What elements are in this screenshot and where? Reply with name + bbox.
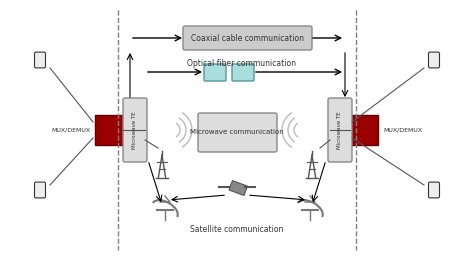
Text: Microwave communication: Microwave communication (190, 129, 284, 135)
Bar (229, 181, 247, 196)
FancyBboxPatch shape (183, 26, 312, 50)
Text: Microwave TE: Microwave TE (133, 111, 137, 149)
Bar (350, 115, 378, 145)
FancyBboxPatch shape (232, 64, 254, 81)
FancyBboxPatch shape (428, 182, 439, 198)
FancyBboxPatch shape (428, 52, 439, 68)
FancyBboxPatch shape (35, 182, 46, 198)
FancyBboxPatch shape (198, 113, 277, 152)
FancyBboxPatch shape (123, 98, 147, 162)
Bar (95, 115, 123, 145)
Text: MUX/DEMUX: MUX/DEMUX (383, 127, 422, 133)
Text: MUX/DEMUX: MUX/DEMUX (51, 127, 90, 133)
Text: Optical fiber communication: Optical fiber communication (187, 59, 296, 68)
Text: Satellite communication: Satellite communication (191, 225, 283, 234)
Text: Coaxial cable communication: Coaxial cable communication (191, 34, 304, 42)
FancyBboxPatch shape (328, 98, 352, 162)
FancyBboxPatch shape (35, 52, 46, 68)
Text: Microwave TE: Microwave TE (337, 111, 343, 149)
FancyBboxPatch shape (204, 64, 226, 81)
